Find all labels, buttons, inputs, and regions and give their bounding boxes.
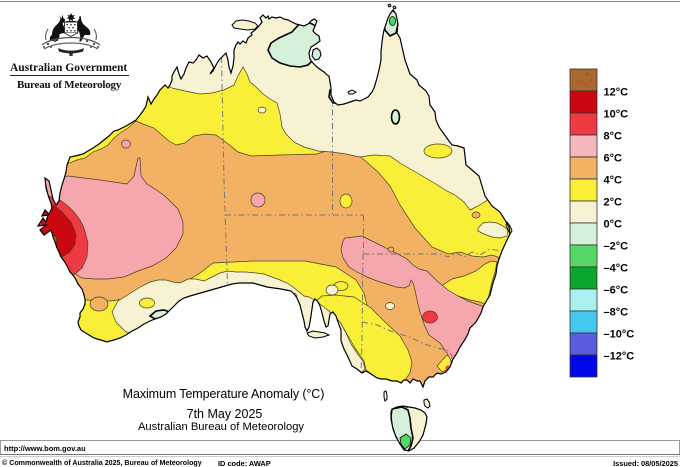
svg-text:–12°C: –12°C: [604, 351, 635, 363]
svg-text:0°C: 0°C: [604, 219, 623, 231]
svg-text:8°C: 8°C: [604, 131, 623, 143]
svg-text:–10°C: –10°C: [604, 329, 635, 341]
svg-text:2°C: 2°C: [604, 197, 623, 209]
svg-text:10°C: 10°C: [604, 109, 629, 121]
svg-text:–8°C: –8°C: [604, 307, 629, 319]
svg-text:–6°C: –6°C: [604, 285, 629, 297]
svg-text:–4°C: –4°C: [604, 263, 629, 275]
svg-text:4°C: 4°C: [604, 175, 623, 187]
svg-text:6°C: 6°C: [604, 153, 623, 165]
svg-text:12°C: 12°C: [604, 87, 629, 99]
svg-text:–2°C: –2°C: [604, 241, 629, 253]
